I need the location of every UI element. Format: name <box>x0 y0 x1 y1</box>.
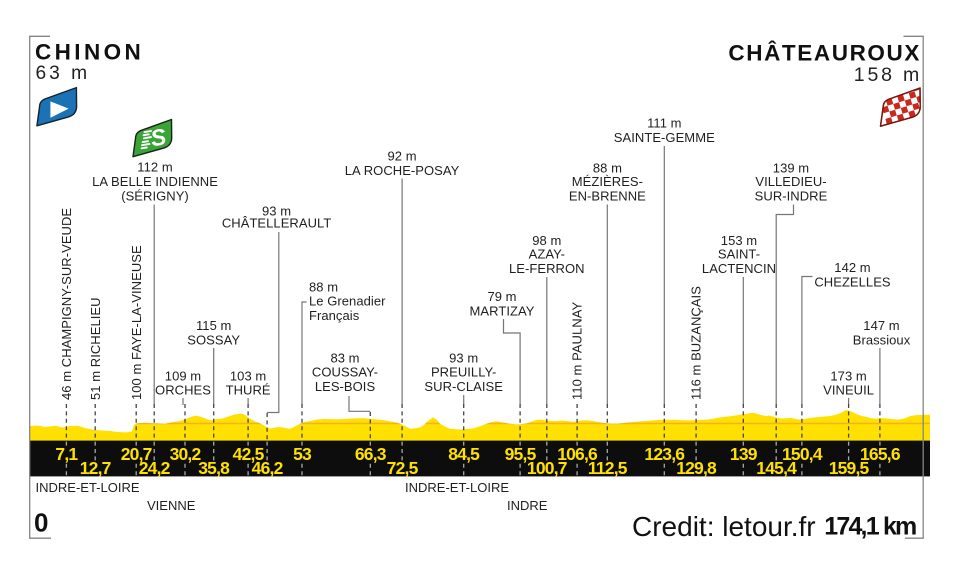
svg-text:153 m: 153 m <box>721 233 757 248</box>
svg-text:46,2: 46,2 <box>252 458 284 478</box>
svg-text:AZAY-: AZAY- <box>529 247 565 262</box>
svg-text:LA BELLE INDIENNE: LA BELLE INDIENNE <box>92 174 218 189</box>
svg-text:VILLEDIEU-: VILLEDIEU- <box>755 174 826 189</box>
svg-text:174,1 km: 174,1 km <box>824 513 916 541</box>
svg-text:Credit: letour.fr: Credit: letour.fr <box>632 511 816 542</box>
svg-text:LES-BOIS: LES-BOIS <box>315 379 376 394</box>
svg-text:159,5: 159,5 <box>829 458 870 478</box>
svg-text:145,4: 145,4 <box>756 458 797 478</box>
svg-text:103 m: 103 m <box>230 368 266 383</box>
svg-text:LA ROCHE-POSAY: LA ROCHE-POSAY <box>345 163 460 178</box>
svg-text:95,5: 95,5 <box>505 444 537 464</box>
svg-text:SOSSAY: SOSSAY <box>187 332 240 347</box>
svg-text:CHEZELLES: CHEZELLES <box>814 274 891 289</box>
svg-text:SUR-INDRE: SUR-INDRE <box>755 188 828 203</box>
svg-text:88 m: 88 m <box>593 161 622 176</box>
svg-text:46 m CHAMPIGNY-SUR-VEUDE: 46 m CHAMPIGNY-SUR-VEUDE <box>59 208 74 400</box>
svg-text:VINEUIL: VINEUIL <box>823 383 874 398</box>
svg-text:112,5: 112,5 <box>588 458 628 478</box>
svg-text:30,2: 30,2 <box>170 444 202 464</box>
svg-text:S: S <box>148 123 168 151</box>
svg-text:CHÂTEAUROUX: CHÂTEAUROUX <box>728 41 921 66</box>
svg-text:63 m: 63 m <box>36 63 91 84</box>
svg-text:INDRE: INDRE <box>507 498 548 513</box>
svg-text:88 m: 88 m <box>309 279 338 294</box>
svg-text:VIENNE: VIENNE <box>147 498 196 513</box>
svg-text:115 m: 115 m <box>196 318 231 333</box>
svg-text:173 m: 173 m <box>830 368 866 383</box>
svg-text:0: 0 <box>34 508 48 538</box>
svg-text:83 m: 83 m <box>330 350 359 365</box>
svg-text:123,6: 123,6 <box>644 444 685 464</box>
svg-text:139 m: 139 m <box>773 161 809 176</box>
svg-text:72,5: 72,5 <box>387 458 419 478</box>
svg-text:24,2: 24,2 <box>139 458 171 478</box>
svg-text:CHÂTELLERAULT: CHÂTELLERAULT <box>222 216 332 231</box>
svg-text:165,6: 165,6 <box>860 444 901 464</box>
svg-text:Brassioux: Brassioux <box>853 332 911 347</box>
svg-text:129,8: 129,8 <box>676 458 717 478</box>
svg-text:142 m: 142 m <box>834 260 870 275</box>
svg-text:93 m: 93 m <box>262 203 291 218</box>
svg-text:116 m BUZANÇAIS: 116 m BUZANÇAIS <box>689 286 704 400</box>
svg-text:SAINTE-GEMME: SAINTE-GEMME <box>614 130 715 145</box>
svg-text:Français: Français <box>309 308 360 323</box>
svg-text:LE-FERRON: LE-FERRON <box>509 261 585 276</box>
svg-text:79 m: 79 m <box>487 289 516 304</box>
svg-text:106,6: 106,6 <box>557 444 598 464</box>
svg-text:92 m: 92 m <box>388 149 417 164</box>
svg-text:66,3: 66,3 <box>355 444 387 464</box>
svg-text:100,7: 100,7 <box>527 458 567 478</box>
svg-text:EN-BRENNE: EN-BRENNE <box>569 188 646 203</box>
svg-text:100 m FAYE-LA-VINEUSE: 100 m FAYE-LA-VINEUSE <box>129 245 144 400</box>
svg-text:SUR-CLAISE: SUR-CLAISE <box>424 379 503 394</box>
svg-text:111 m: 111 m <box>647 116 681 131</box>
svg-text:53: 53 <box>293 444 312 464</box>
svg-text:139: 139 <box>730 444 758 464</box>
svg-text:INDRE-ET-LOIRE: INDRE-ET-LOIRE <box>36 480 140 495</box>
svg-text:51 m RICHELIEU: 51 m RICHELIEU <box>88 297 103 400</box>
svg-text:THURÉ: THURÉ <box>226 383 271 398</box>
svg-text:CHINON: CHINON <box>35 39 144 64</box>
svg-text:7,1: 7,1 <box>55 444 78 464</box>
svg-text:150,4: 150,4 <box>782 444 823 464</box>
svg-text:MARTIZAY: MARTIZAY <box>470 303 535 318</box>
svg-text:12,7: 12,7 <box>80 458 111 478</box>
svg-text:20,7: 20,7 <box>121 444 152 464</box>
svg-text:(SÉRIGNY): (SÉRIGNY) <box>121 188 189 203</box>
svg-text:SAINT-: SAINT- <box>718 247 760 262</box>
svg-text:35,8: 35,8 <box>198 458 230 478</box>
svg-text:LACTENCIN: LACTENCIN <box>702 261 776 276</box>
svg-text:110 m PAULNAY: 110 m PAULNAY <box>570 302 585 400</box>
svg-text:158 m: 158 m <box>854 64 922 86</box>
svg-text:INDRE-ET-LOIRE: INDRE-ET-LOIRE <box>405 480 509 495</box>
svg-text:PREUILLY-: PREUILLY- <box>431 365 496 380</box>
svg-text:42,5: 42,5 <box>233 444 265 464</box>
svg-text:COUSSAY-: COUSSAY- <box>312 365 378 380</box>
svg-text:84,5: 84,5 <box>448 444 480 464</box>
svg-text:MÉZIÈRES-: MÉZIÈRES- <box>572 174 643 189</box>
svg-text:147 m: 147 m <box>863 318 899 333</box>
svg-text:Le Grenadier: Le Grenadier <box>309 294 386 309</box>
svg-text:109 m: 109 m <box>165 368 201 383</box>
svg-text:98 m: 98 m <box>532 233 561 248</box>
svg-text:93 m: 93 m <box>449 350 478 365</box>
svg-text:112 m: 112 m <box>137 160 172 175</box>
svg-text:ORCHES: ORCHES <box>155 383 211 398</box>
